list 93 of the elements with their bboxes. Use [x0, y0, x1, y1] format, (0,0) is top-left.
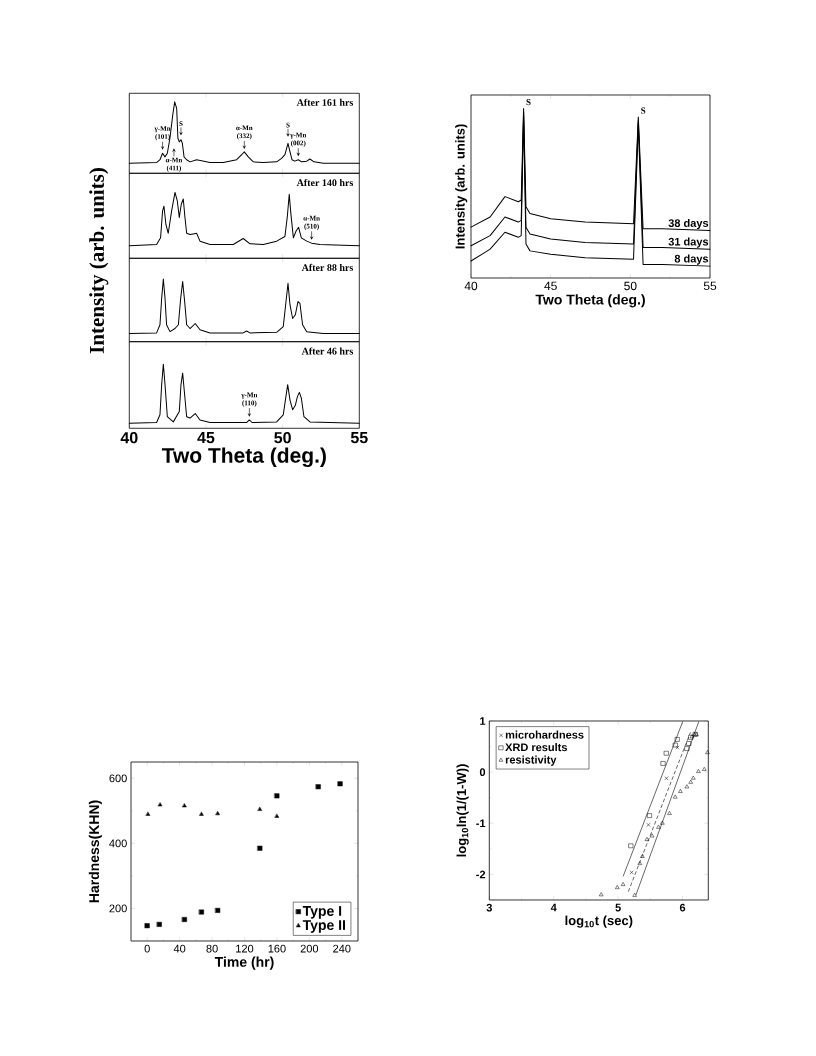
x-tick-label: 6: [679, 903, 686, 912]
point: [691, 776, 696, 780]
point: [667, 811, 672, 815]
x-tick-label: 45: [197, 432, 215, 444]
series-label: 8 days: [674, 254, 709, 265]
chart-title: After 161 hrs: [296, 98, 354, 106]
point: [199, 811, 204, 816]
x-axis-title: Time (hr): [214, 956, 274, 970]
y-tick-label: 600: [109, 774, 127, 783]
x-tick-label: 40: [120, 432, 138, 444]
x-tick-label: 50: [274, 432, 291, 444]
point: [664, 776, 669, 780]
point: [156, 921, 162, 927]
y-axis-title: log$_{10}$ln(1/(1-W)): [456, 764, 469, 857]
chart-title: After 46 hrs: [301, 347, 354, 355]
point: [664, 750, 669, 756]
point: [628, 843, 634, 849]
x-axis-title: log$_{10}$t (sec): [565, 915, 633, 928]
annotation: S: [526, 99, 531, 106]
x-tick-label: 55: [350, 432, 368, 444]
y-tick-label: 1: [480, 717, 486, 725]
point: [686, 741, 692, 746]
x-tick-label: 200: [300, 944, 319, 953]
series-label: 31 days: [668, 237, 709, 248]
x-axis-title: Two Theta (deg.): [535, 294, 645, 308]
point: [673, 742, 678, 748]
point: [182, 803, 187, 808]
point: [647, 813, 652, 818]
point: [705, 750, 710, 754]
legend-label: microhardness: [505, 730, 584, 739]
point: [640, 854, 645, 858]
point: [615, 885, 620, 889]
y-axis-title: Hardness(KHN): [88, 800, 102, 903]
y-tick-label: 0: [479, 768, 486, 777]
point: [274, 793, 280, 799]
x-tick-label: 80: [206, 944, 218, 953]
point: [675, 737, 680, 742]
x-tick-label: 45: [544, 281, 557, 291]
point: [215, 811, 220, 816]
legend-label: Type II: [302, 920, 345, 933]
x-tick-label: 160: [268, 944, 286, 953]
series-label: 38 days: [668, 218, 709, 230]
legend-label: resistivity: [505, 755, 557, 766]
point: [199, 909, 204, 915]
legend-label: Type I: [302, 906, 342, 919]
point: [315, 784, 321, 790]
x-tick-label: 240: [333, 944, 351, 953]
y-tick-label: -2: [476, 870, 486, 879]
point: [656, 825, 661, 829]
point: [678, 789, 683, 793]
point: [650, 833, 655, 838]
point: [621, 882, 626, 886]
x-tick-label: 55: [703, 281, 717, 291]
point: [660, 821, 665, 825]
legend-label: XRD results: [505, 743, 568, 752]
chart-title: After 88 hrs: [301, 263, 354, 271]
point: [675, 745, 680, 750]
x-tick-label: 0: [144, 944, 150, 953]
x-tick-label: 4: [550, 903, 557, 912]
point: [599, 892, 604, 897]
point: [182, 917, 187, 922]
point: [215, 907, 221, 913]
point: [337, 781, 343, 787]
y-axis-title: Intensity (arb. units): [89, 168, 109, 354]
y-tick-label: 400: [109, 839, 127, 848]
point: [646, 823, 651, 827]
point: [638, 861, 643, 865]
x-tick-label: 40: [173, 944, 186, 953]
point: [685, 784, 690, 789]
y-axis-title: Intensity (arb. units): [455, 124, 468, 249]
point: [645, 837, 650, 841]
chart-title: After 140 hrs: [296, 178, 354, 187]
annotation: S: [641, 107, 646, 114]
point: [660, 761, 666, 766]
x-tick-label: 50: [624, 281, 637, 291]
point: [673, 794, 678, 799]
x-tick-label: 5: [615, 903, 621, 912]
x-tick-label: 40: [464, 281, 478, 291]
point: [144, 923, 150, 929]
point: [684, 746, 690, 751]
y-tick-label: -1: [476, 819, 486, 828]
point: [274, 813, 280, 818]
point: [696, 769, 701, 773]
point: [688, 780, 693, 784]
x-axis-title: Two Theta (deg.): [161, 447, 326, 468]
point: [257, 807, 263, 811]
point: [145, 811, 151, 816]
point: [702, 767, 707, 771]
point: [257, 845, 263, 851]
point: [158, 802, 163, 807]
x-tick-label: 3: [486, 903, 492, 912]
point: [629, 870, 634, 875]
x-tick-label: 120: [236, 944, 254, 953]
